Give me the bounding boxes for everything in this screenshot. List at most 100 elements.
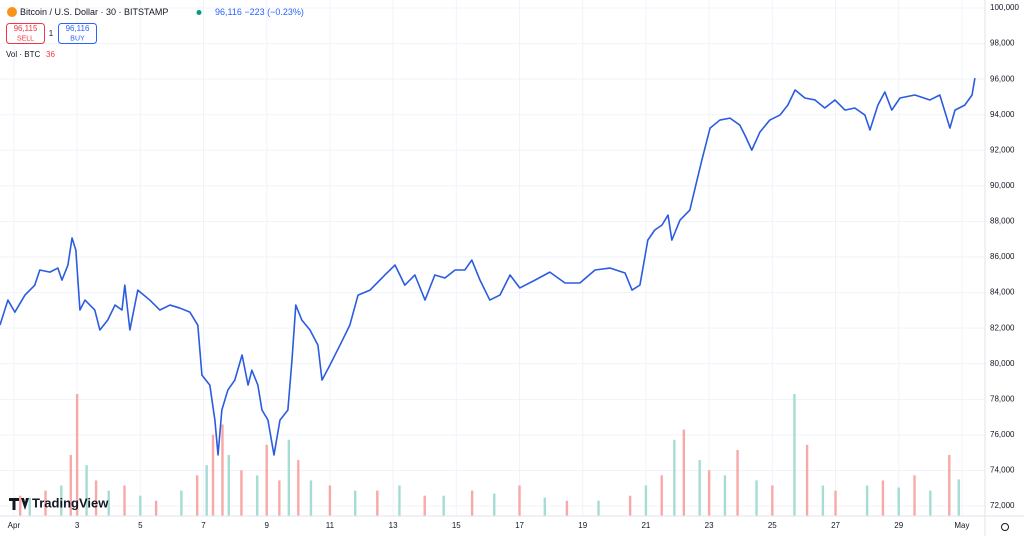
x-tick-label: 9	[264, 521, 269, 530]
volume-bar	[139, 495, 142, 516]
y-tick-label: 80,000	[990, 359, 1015, 368]
x-tick-label: 25	[768, 521, 777, 530]
volume-bar	[328, 485, 332, 516]
volume-bar	[287, 439, 291, 516]
volume-bar	[470, 490, 474, 516]
volume-bar	[297, 460, 300, 516]
y-tick-label: 90,000	[990, 181, 1015, 190]
volume-bar	[227, 455, 230, 516]
volume-bar	[736, 449, 739, 516]
axes: 72,000 74,000 76,000 78,000 80,000 82,000 84,0…	[8, 3, 1020, 530]
volume-bar	[211, 434, 215, 516]
x-tick-label: 13	[389, 521, 398, 530]
x-tick-label: May	[954, 521, 969, 530]
volume-bar	[398, 485, 401, 516]
volume-bar	[682, 429, 686, 516]
volume-bar	[28, 497, 31, 516]
y-tick-label: 100,000	[990, 3, 1019, 12]
volume-bar	[180, 490, 183, 516]
y-tick-label: 96,000	[990, 74, 1015, 83]
volume-bar	[75, 394, 79, 516]
volume-bar	[256, 475, 259, 516]
volume-bar	[805, 444, 809, 516]
volume-bar	[755, 480, 758, 516]
volume-bar	[85, 465, 88, 516]
volume-bar	[240, 470, 243, 516]
x-tick-label: 21	[641, 521, 650, 530]
sell-button[interactable]	[6, 23, 45, 44]
volume-bar	[353, 490, 357, 516]
volume-bar	[123, 485, 126, 516]
volume-bar	[881, 480, 885, 516]
volume-bar	[442, 495, 445, 516]
volume-bar	[107, 490, 110, 516]
volume-title: Vol · BTC	[6, 50, 40, 59]
volume-bar	[60, 485, 63, 516]
x-tick-label: 23	[705, 521, 714, 530]
volume-bar	[897, 487, 900, 516]
volume-bar	[19, 495, 22, 516]
buy-label[interactable]: BUY	[70, 35, 85, 42]
sell-label[interactable]: SELL	[17, 35, 34, 42]
volume-bar	[221, 424, 224, 516]
volume-bar	[44, 490, 47, 516]
volume-bar	[493, 493, 496, 516]
volume-bar	[518, 485, 521, 516]
buy-price[interactable]: 96,116	[66, 24, 90, 33]
volume-bar	[628, 495, 632, 516]
volume-bar	[913, 475, 916, 516]
logo-text: TradingView	[32, 495, 109, 510]
volume-bar	[565, 500, 569, 516]
logo-icon	[9, 498, 29, 510]
y-tick-label: 78,000	[990, 394, 1015, 403]
price-line	[0, 77, 976, 456]
volume-bar	[948, 455, 951, 516]
y-tick-label: 98,000	[990, 39, 1015, 48]
btc-icon	[7, 7, 17, 17]
volume-bar	[94, 480, 98, 516]
volume-bar	[771, 485, 774, 516]
y-tick-label: 88,000	[990, 217, 1015, 226]
volume-bar	[698, 460, 701, 516]
x-tick-label: 3	[75, 521, 80, 530]
settings-icon[interactable]	[1001, 523, 1009, 531]
y-tick-label: 82,000	[990, 323, 1015, 332]
x-tick-label: 7	[201, 521, 206, 530]
volume-bar	[660, 475, 663, 516]
y-tick-label: 94,000	[990, 110, 1015, 119]
volume-bar	[821, 485, 825, 516]
y-tick-label: 92,000	[990, 145, 1015, 154]
x-tick-label: 17	[515, 521, 524, 530]
x-tick-label: 11	[326, 521, 335, 530]
volume-bar	[205, 465, 208, 516]
x-tick-label: 27	[831, 521, 840, 530]
market-status	[196, 10, 202, 15]
volume	[19, 394, 960, 516]
buy-button[interactable]	[58, 23, 97, 44]
symbol-title: Bitcoin / U.S. Dollar · 30 · BITSTAMP	[20, 7, 168, 17]
x-tick-label: 15	[452, 521, 461, 530]
volume-value: 36	[46, 50, 55, 59]
y-tick-label: 86,000	[990, 252, 1015, 261]
volume-bar	[707, 470, 711, 516]
volume-bar	[673, 439, 676, 516]
volume-bar	[69, 455, 72, 516]
x-tick-label: Apr	[8, 521, 21, 530]
volume-bar	[195, 475, 199, 516]
x-tick-label: 29	[894, 521, 903, 530]
x-tick-label: 19	[578, 521, 587, 530]
volume-bar	[423, 495, 426, 516]
volume-bar	[376, 490, 379, 516]
volume-bar	[957, 479, 960, 516]
y-tick-label: 72,000	[990, 501, 1015, 510]
volume-bar	[154, 500, 158, 516]
sell-price[interactable]: 96,115	[14, 24, 38, 33]
volume-bar	[597, 500, 600, 516]
volume-bar	[723, 475, 727, 516]
y-tick-label: 84,000	[990, 288, 1015, 297]
volume-bar	[834, 490, 837, 516]
grid	[0, 0, 985, 516]
